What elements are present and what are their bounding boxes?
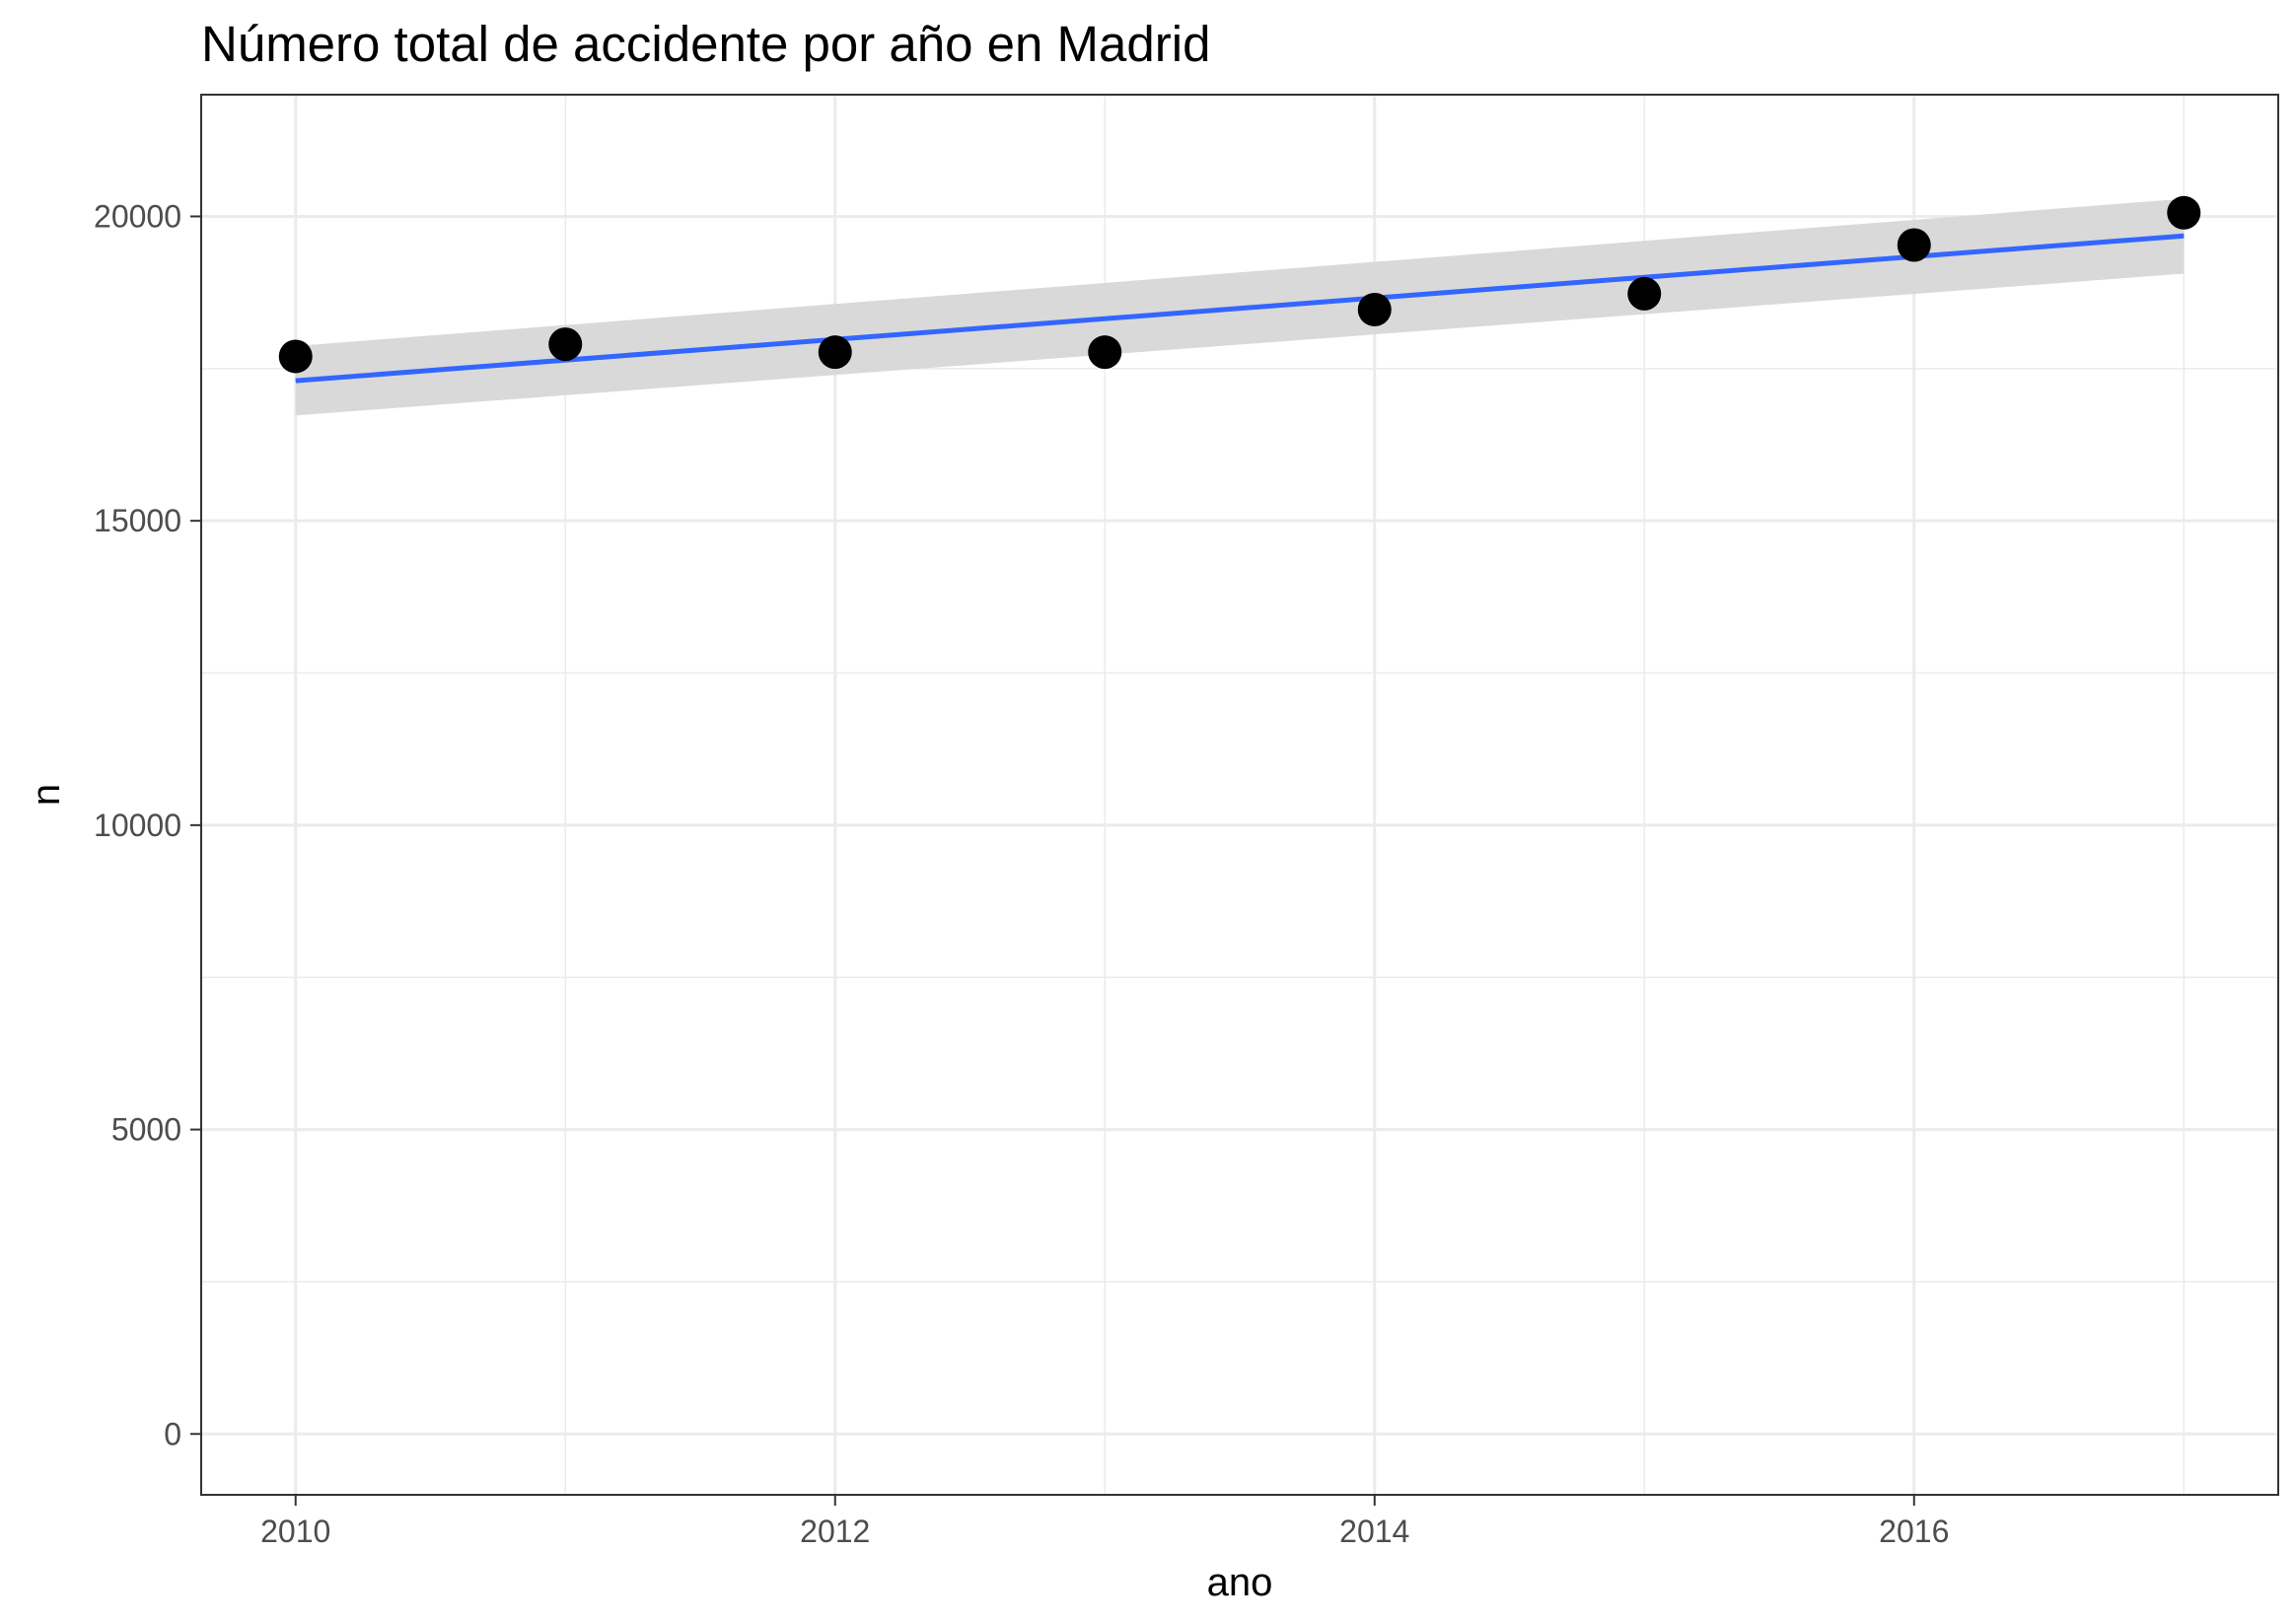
x-tick-label: 2012 — [800, 1514, 870, 1549]
data-point — [1357, 292, 1392, 326]
chart-title: Número total de accidente por año en Mad… — [201, 16, 1210, 72]
x-axis: 2010 2012 2014 2016 — [260, 1495, 1949, 1549]
panel-border — [200, 94, 2279, 1496]
y-axis-title: n — [25, 784, 68, 806]
data-point — [1897, 228, 1931, 262]
data-point — [1627, 276, 1662, 311]
data-points — [278, 195, 2201, 374]
x-tick-label: 2010 — [260, 1514, 330, 1549]
y-tick-label: 20000 — [94, 198, 181, 234]
y-tick-label: 10000 — [94, 808, 181, 843]
data-point — [548, 327, 583, 362]
trend-line — [295, 233, 2185, 384]
grid-major — [201, 95, 2278, 1495]
x-axis-title: ano — [1207, 1561, 1273, 1604]
y-axis: 0 5000 10000 15000 20000 — [94, 198, 201, 1451]
data-point — [278, 339, 313, 374]
y-tick-label: 0 — [164, 1416, 181, 1451]
data-point — [818, 335, 852, 370]
y-tick-label: 5000 — [111, 1112, 181, 1148]
data-point — [2167, 195, 2201, 230]
data-point — [1088, 335, 1122, 370]
x-tick-label: 2016 — [1879, 1514, 1949, 1549]
x-tick-label: 2014 — [1339, 1514, 1409, 1549]
y-tick-label: 15000 — [94, 503, 181, 538]
